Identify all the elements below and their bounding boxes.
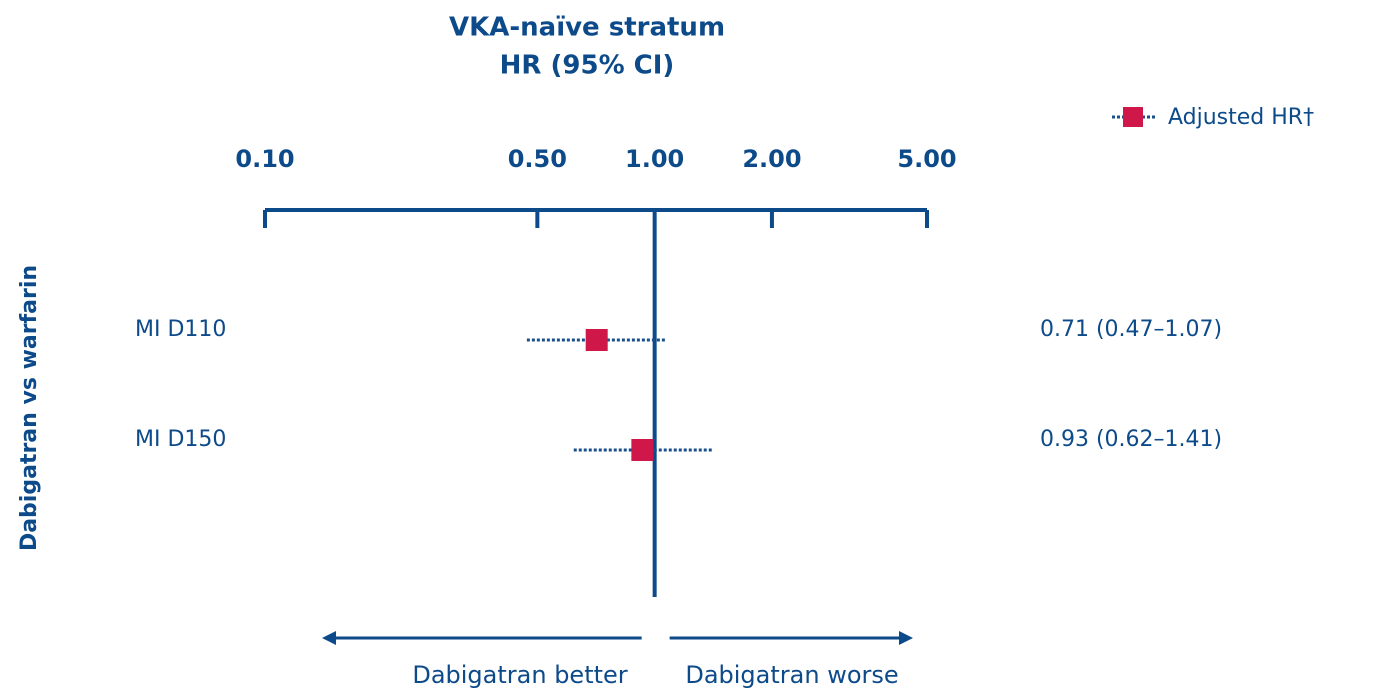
x-tick-label: 0.50 (508, 145, 567, 173)
x-tick-label: 0.10 (235, 145, 294, 173)
x-tick-label: 2.00 (742, 145, 801, 173)
chart-subtitle: HR (95% CI) (500, 51, 675, 81)
row-label: MI D110 (135, 317, 226, 342)
point (585, 329, 608, 351)
value-label: 0.71 (0.47–1.07) (1040, 317, 1222, 342)
x-tick-label: 5.00 (897, 145, 956, 173)
arrowhead (322, 631, 336, 645)
annotation: Dabigatran worse (685, 661, 898, 689)
point (631, 439, 654, 461)
arrowhead (899, 631, 913, 645)
x-tick-label: 1.00 (625, 145, 684, 173)
value-label: 0.93 (0.62–1.41) (1040, 427, 1222, 452)
chart-title: VKA-naïve stratum (449, 13, 725, 43)
y-axis-label: Dabigatran vs warfarin (17, 265, 42, 551)
legend-label: Adjusted HR† (1168, 105, 1314, 130)
row-label: MI D150 (135, 427, 226, 452)
legend-swatch (1123, 107, 1143, 127)
annotation: Dabigatran better (412, 661, 627, 689)
